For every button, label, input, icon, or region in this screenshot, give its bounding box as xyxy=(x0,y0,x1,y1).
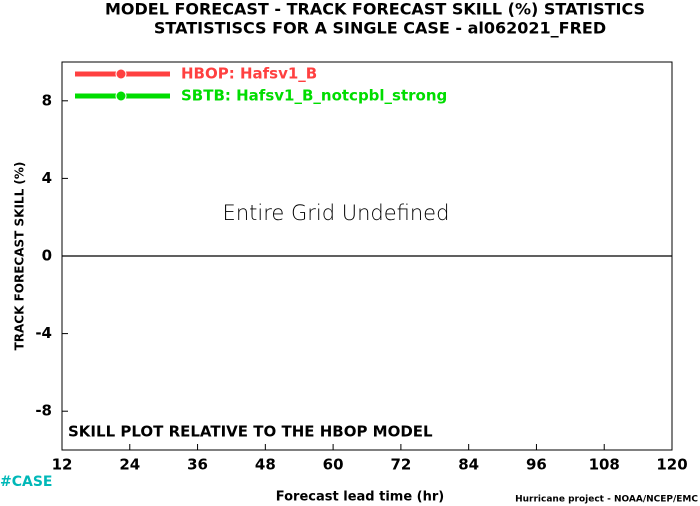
y-tick-label: -4 xyxy=(35,324,52,342)
corner-label: #CASE xyxy=(0,474,53,490)
x-tick-label: 96 xyxy=(526,456,547,474)
x-tick-label: 24 xyxy=(119,456,140,474)
chart-title: MODEL FORECAST - TRACK FORECAST SKILL (%… xyxy=(105,0,645,19)
legend-marker xyxy=(115,90,127,102)
chart-subtitle: STATISTISCS FOR A SINGLE CASE - al062021… xyxy=(154,19,606,38)
x-tick-label: 108 xyxy=(589,456,620,474)
y-tick-label: 0 xyxy=(42,247,52,265)
x-tick-label: 48 xyxy=(255,456,276,474)
y-tick-label: 4 xyxy=(42,169,52,187)
y-axis-label: TRACK FORECAST SKILL (%) xyxy=(13,162,27,351)
x-tick-label: 72 xyxy=(390,456,411,474)
x-axis-label: Forecast lead time (hr) xyxy=(276,490,444,505)
x-tick-label: 120 xyxy=(656,456,687,474)
annotation: Entire Grid Undefined xyxy=(223,201,450,225)
x-tick-label: 36 xyxy=(187,456,208,474)
legend-marker xyxy=(115,68,127,80)
legend-label: SBTB: Hafsv1_B_notcpbl_strong xyxy=(181,87,447,105)
annotation: SKILL PLOT RELATIVE TO THE HBOP MODEL xyxy=(68,423,433,441)
y-tick-label: -8 xyxy=(35,402,52,420)
y-tick-label: 8 xyxy=(42,91,52,109)
x-tick-label: 60 xyxy=(323,456,344,474)
credit: Hurricane project - NOAA/NCEP/EMC xyxy=(515,495,698,505)
legend-label: HBOP: Hafsv1_B xyxy=(181,65,317,83)
x-tick-label: 84 xyxy=(458,456,479,474)
x-tick-label: 12 xyxy=(52,456,73,474)
